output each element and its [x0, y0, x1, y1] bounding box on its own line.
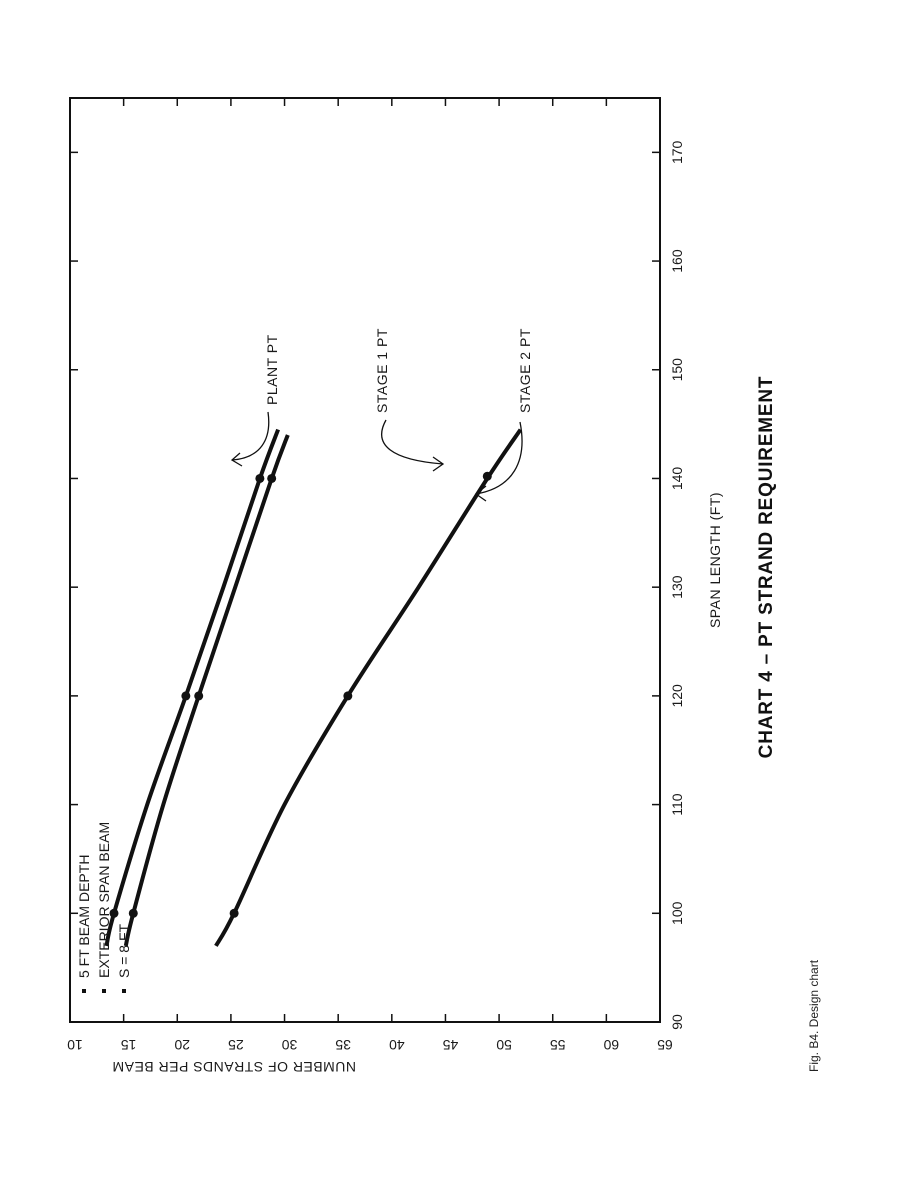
- x-tick-label: 110: [669, 793, 685, 816]
- series-1-point: [229, 908, 239, 918]
- y-axis-label: NUMBER OF STRANDS PER BEAM: [112, 1059, 356, 1075]
- x-tick-label: 130: [669, 575, 685, 599]
- series-layer: [104, 428, 523, 947]
- series-1-point: [482, 471, 492, 481]
- annotation-stage1-pt-arrowhead: [432, 456, 445, 472]
- y-tick-label: 60: [603, 1037, 619, 1053]
- x-tick-label: 140: [669, 467, 685, 491]
- legend: 5 FT BEAM DEPTH EXTERIOR SPAN BEAM S = 8…: [76, 822, 132, 993]
- annotation-plant-pt-leader: [231, 411, 270, 461]
- y-tick-label: 50: [496, 1037, 512, 1053]
- series-3-point: [109, 908, 119, 918]
- y-tick-label: 65: [657, 1037, 673, 1053]
- legend-bullet-2: [102, 989, 106, 993]
- y-tick-label: 45: [442, 1037, 458, 1053]
- annotation-stage2-pt-arrowhead: [474, 485, 487, 502]
- y-tick-label: 15: [121, 1037, 137, 1053]
- plot-frame: [69, 97, 661, 1023]
- figure-caption: Fig. B4. Design chart: [807, 959, 821, 1072]
- annotation-stage2-pt-leader: [475, 421, 523, 495]
- legend-bullet-1: [82, 989, 86, 993]
- x-axis-label: SPAN LENGTH (FT): [707, 492, 723, 628]
- legend-item-1: 5 FT BEAM DEPTH: [76, 855, 92, 978]
- series-2-point: [267, 473, 277, 483]
- series-3-point: [255, 473, 265, 483]
- annotation-stage2-pt: STAGE 2 PT: [517, 328, 533, 413]
- y-tick-label: 20: [174, 1037, 190, 1053]
- y-tick-label: 55: [550, 1037, 566, 1053]
- y-tick-label: 40: [389, 1037, 405, 1053]
- chart-title: CHART 4 – PT STRAND REQUIREMENT: [756, 376, 777, 759]
- x-tick-label: 170: [669, 140, 685, 164]
- series-3-point: [181, 691, 191, 701]
- legend-item-2: EXTERIOR SPAN BEAM: [96, 822, 112, 978]
- x-tick-label: 160: [669, 249, 685, 273]
- annotation-stage1-pt: STAGE 1 PT: [374, 328, 390, 413]
- series-2-point: [128, 908, 138, 918]
- y-tick-label: 10: [67, 1037, 83, 1053]
- x-tick-label: 150: [669, 358, 685, 382]
- annotation-plant-pt-arrowhead: [230, 452, 243, 467]
- y-tick-label: 30: [282, 1037, 298, 1053]
- series-1-point: [343, 691, 353, 701]
- series-line-2: [123, 434, 290, 947]
- annotation-stage1-pt-leader: [381, 419, 444, 465]
- series-2-point: [194, 691, 204, 701]
- annotation-plant-pt: PLANT PT: [264, 334, 280, 405]
- y-tick-label: 35: [335, 1037, 351, 1053]
- x-tick-label: 90: [669, 1014, 685, 1030]
- axis-ticks: [69, 98, 661, 1023]
- axis-tick-labels: 10 15 20 25 30 35 40 45 50 55 60 65 90 100 110 120 130 14…: [67, 140, 685, 1053]
- x-tick-label: 120: [669, 684, 685, 708]
- legend-bullet-3: [122, 989, 126, 993]
- annotations: PLANT PT STAGE 1 PT STAGE 2 PT: [230, 328, 533, 502]
- y-tick-label: 25: [228, 1037, 244, 1053]
- x-tick-label: 100: [669, 901, 685, 925]
- legend-item-3: S = 8 FT: [116, 923, 132, 978]
